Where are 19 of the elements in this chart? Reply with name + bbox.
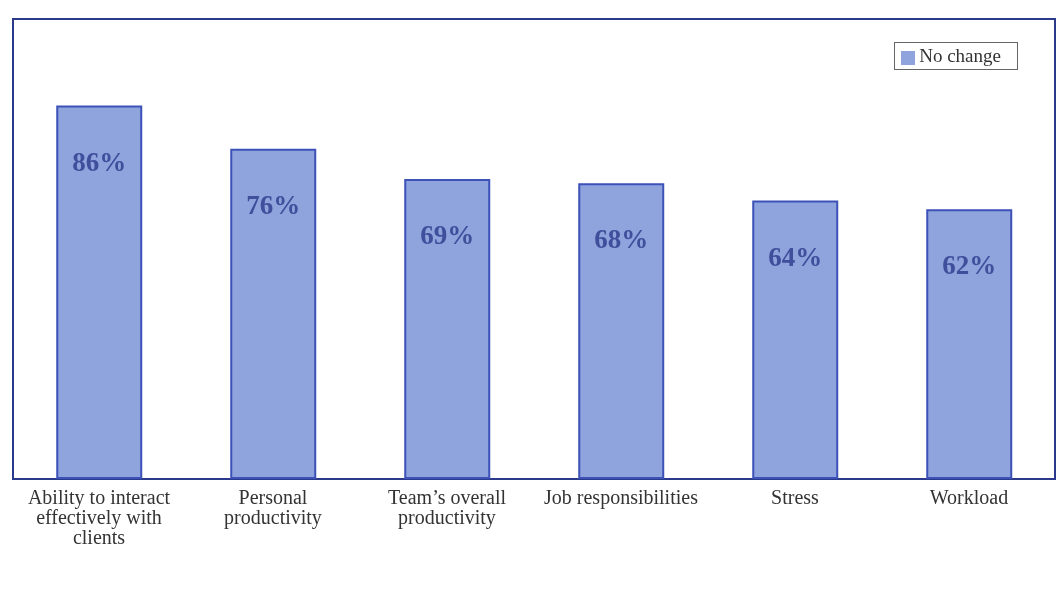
x-tick-label: Workload: [929, 486, 1009, 509]
data-label: 68%: [594, 224, 649, 255]
data-label: 76%: [246, 189, 301, 220]
bar: [926, 209, 1013, 479]
bar: [404, 178, 491, 479]
data-label: 62%: [942, 250, 997, 281]
x-tick-label: Stress: [771, 486, 820, 509]
x-tick-label: Job responsibilities: [544, 486, 699, 510]
x-tick-label: Personal productivity: [224, 486, 322, 530]
bar: [56, 105, 143, 479]
x-tick-label: Team’s overall productivity: [388, 486, 507, 530]
bar: [752, 200, 839, 479]
x-tick-label: Ability to interact effectively with clients: [27, 486, 171, 549]
bar: [230, 148, 317, 479]
legend-label: No change: [919, 45, 1001, 66]
data-label: 69%: [420, 220, 475, 251]
bar: [578, 183, 665, 479]
data-label: 86%: [72, 146, 127, 177]
data-label: 64%: [768, 241, 823, 272]
